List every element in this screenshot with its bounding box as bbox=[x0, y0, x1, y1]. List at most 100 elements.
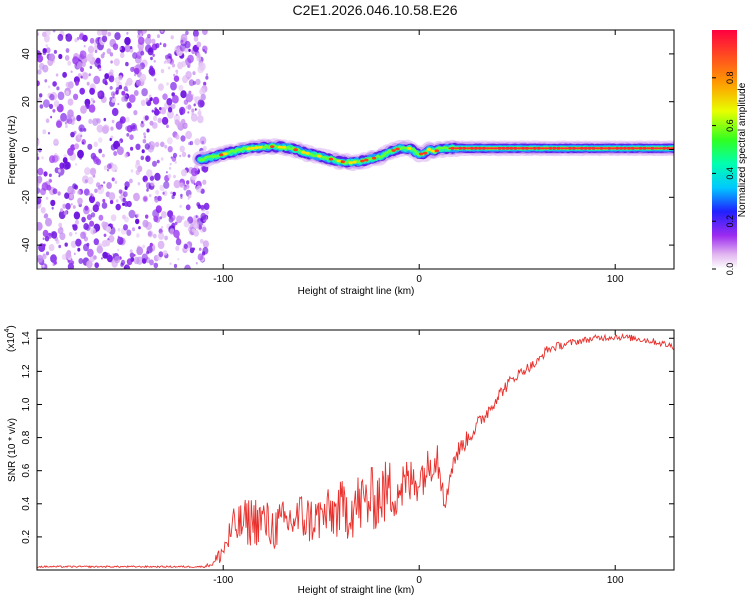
noise-blob bbox=[141, 120, 144, 124]
noise-blob bbox=[51, 231, 58, 239]
noise-blob bbox=[98, 214, 104, 221]
noise-blob bbox=[47, 131, 51, 135]
noise-blob bbox=[89, 37, 95, 44]
noise-blob bbox=[145, 36, 152, 45]
noise-blob bbox=[87, 176, 94, 185]
noise-blob bbox=[110, 223, 114, 227]
noise-blob bbox=[101, 202, 108, 209]
noise-blob bbox=[162, 191, 165, 195]
noise-blob bbox=[137, 36, 145, 45]
noise-blob bbox=[62, 71, 67, 78]
track-core bbox=[419, 152, 424, 156]
noise-blob bbox=[75, 238, 82, 247]
noise-blob bbox=[161, 226, 164, 229]
noise-blob bbox=[174, 45, 181, 54]
noise-blob bbox=[48, 232, 52, 237]
noise-blob bbox=[70, 203, 73, 206]
noise-blob bbox=[44, 235, 50, 242]
noise-blob bbox=[122, 202, 125, 206]
noise-blob bbox=[118, 75, 123, 81]
noise-blob bbox=[200, 204, 205, 210]
noise-blob bbox=[189, 140, 194, 146]
noise-blob bbox=[70, 131, 75, 138]
noise-blob bbox=[103, 165, 108, 171]
snr-y-axis-label: SNR (10 * v/v) bbox=[7, 418, 18, 482]
noise-blob bbox=[202, 226, 207, 233]
noise-blob bbox=[129, 249, 133, 254]
noise-blob bbox=[195, 78, 201, 86]
noise-blob bbox=[37, 187, 41, 194]
noise-blob bbox=[93, 238, 100, 246]
noise-blob bbox=[64, 55, 70, 61]
track-core bbox=[434, 149, 439, 153]
noise-blob bbox=[164, 235, 169, 241]
noise-blob bbox=[38, 147, 42, 153]
noise-blob bbox=[70, 70, 73, 73]
noise-blob bbox=[55, 73, 59, 77]
noise-blob bbox=[147, 47, 154, 56]
noise-blob bbox=[57, 191, 61, 196]
noise-blob bbox=[163, 60, 167, 64]
noise-blob bbox=[65, 81, 71, 88]
noise-blob bbox=[126, 31, 129, 35]
noise-blob bbox=[39, 93, 43, 98]
noise-blob bbox=[45, 118, 50, 123]
noise-blob bbox=[198, 247, 202, 251]
noise-blob bbox=[64, 192, 70, 199]
noise-blob bbox=[179, 106, 186, 115]
noise-blob bbox=[149, 242, 153, 247]
noise-blob bbox=[195, 215, 198, 219]
noise-blob bbox=[114, 32, 121, 41]
noise-blob bbox=[184, 48, 189, 53]
noise-blob bbox=[102, 198, 106, 203]
noise-blob bbox=[149, 259, 154, 266]
noise-blob bbox=[197, 253, 204, 261]
noise-blob bbox=[73, 93, 79, 101]
noise-blob bbox=[75, 232, 77, 235]
noise-blob bbox=[174, 119, 180, 126]
noise-blob bbox=[101, 257, 103, 260]
noise-blob bbox=[185, 105, 188, 109]
noise-blob bbox=[163, 43, 167, 48]
noise-blob bbox=[137, 182, 141, 186]
noise-scatter bbox=[37, 30, 210, 269]
noise-blob bbox=[187, 111, 190, 114]
noise-blob bbox=[60, 112, 68, 122]
noise-blob bbox=[67, 185, 74, 195]
noise-blob bbox=[135, 51, 142, 59]
noise-blob bbox=[133, 192, 140, 202]
noise-blob bbox=[142, 244, 146, 249]
noise-blob bbox=[57, 33, 64, 42]
noise-blob bbox=[140, 122, 145, 128]
noise-blob bbox=[171, 63, 176, 68]
noise-blob bbox=[106, 182, 112, 189]
noise-blob bbox=[45, 47, 51, 54]
noise-blob bbox=[153, 262, 159, 269]
noise-blob bbox=[202, 179, 207, 185]
noise-blob bbox=[123, 264, 131, 269]
noise-blob bbox=[129, 134, 134, 140]
noise-blob bbox=[109, 52, 114, 57]
noise-blob bbox=[72, 56, 79, 65]
noise-blob bbox=[65, 251, 71, 259]
noise-blob bbox=[152, 96, 160, 105]
noise-blob bbox=[173, 75, 180, 82]
noise-blob bbox=[190, 167, 198, 177]
noise-blob bbox=[159, 184, 165, 192]
noise-blob bbox=[181, 151, 187, 158]
noise-blob bbox=[144, 115, 149, 121]
noise-blob bbox=[113, 151, 118, 156]
noise-blob bbox=[145, 97, 149, 102]
noise-blob bbox=[73, 211, 81, 220]
noise-blob bbox=[146, 188, 149, 192]
spectrogram-ticks: -100 0 100 -40 -20 0 20 40 bbox=[21, 30, 674, 285]
track-core bbox=[250, 146, 255, 150]
noise-blob bbox=[37, 32, 40, 36]
noise-blob bbox=[122, 197, 126, 203]
noise-blob bbox=[160, 141, 165, 148]
y-tick-label: -20 bbox=[21, 190, 32, 205]
noise-blob bbox=[102, 78, 107, 85]
noise-blob bbox=[89, 256, 95, 263]
noise-blob bbox=[123, 191, 128, 198]
x-tick-label: 100 bbox=[607, 274, 624, 285]
